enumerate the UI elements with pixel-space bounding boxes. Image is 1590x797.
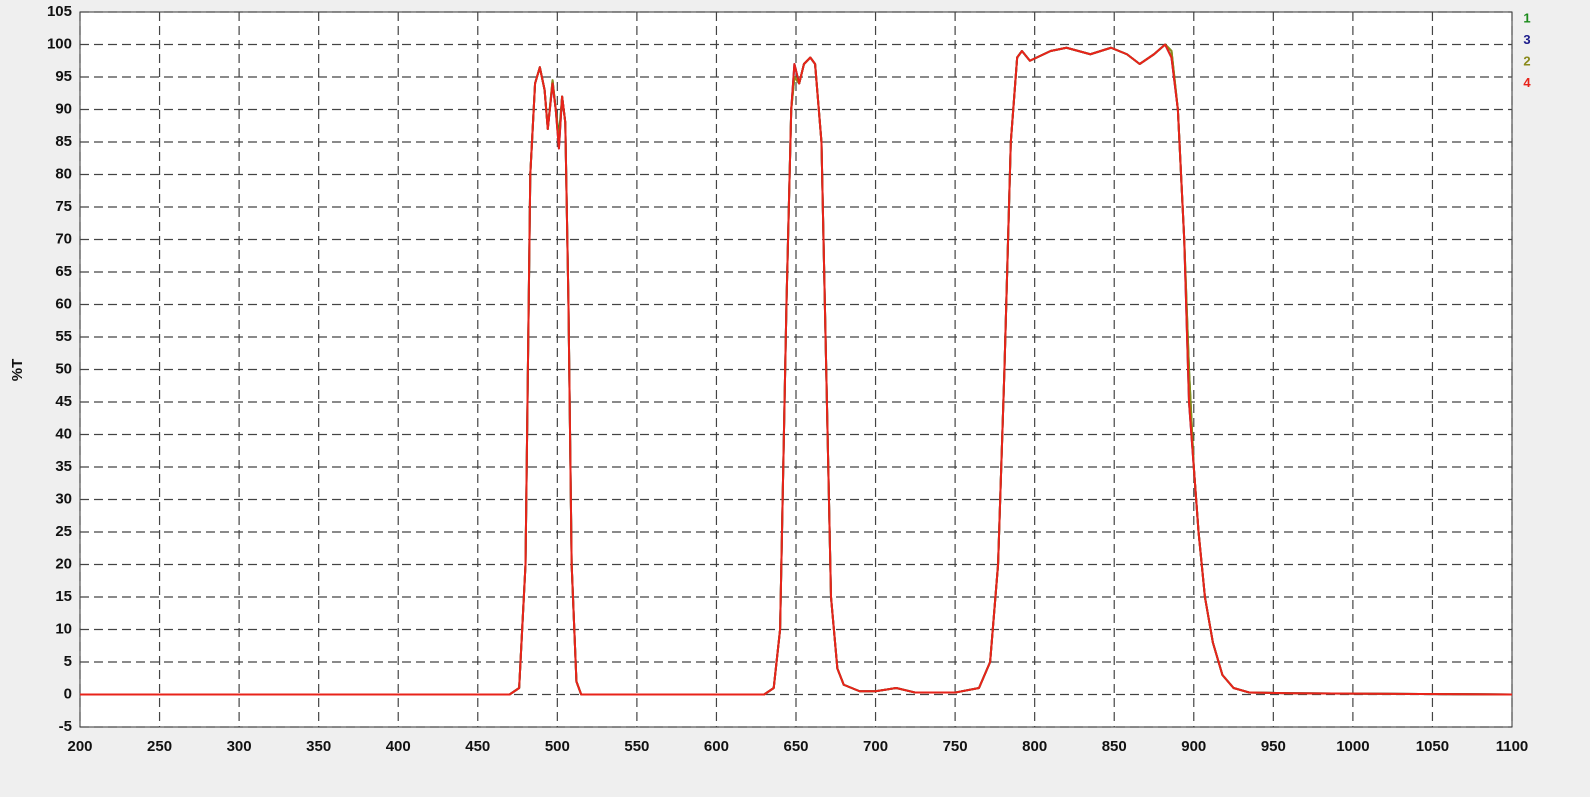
y-tick-label: 35 [55, 458, 72, 475]
x-tick-label: 200 [67, 738, 92, 755]
y-tick-label: 5 [64, 653, 72, 670]
y-tick-label: 100 [47, 35, 72, 52]
y-tick-label: 80 [55, 165, 72, 182]
y-tick-label: 95 [55, 68, 72, 85]
x-tick-label: 700 [863, 738, 888, 755]
x-tick-label: 800 [1022, 738, 1047, 755]
y-tick-label: 40 [55, 425, 72, 442]
y-tick-label: 90 [55, 100, 72, 117]
x-tick-label: 600 [704, 738, 729, 755]
x-tick-label: 1100 [1496, 738, 1529, 755]
x-tick-label: 950 [1261, 738, 1286, 755]
x-tick-label: 250 [147, 738, 172, 755]
y-tick-label: 70 [55, 230, 72, 247]
y-tick-label: 105 [47, 3, 72, 20]
y-tick-label: 75 [55, 198, 72, 215]
y-tick-label: 45 [55, 393, 72, 410]
x-tick-label: 550 [624, 738, 649, 755]
x-tick-label: 350 [306, 738, 331, 755]
legend-label: 3 [1523, 32, 1530, 47]
y-tick-label: 25 [55, 523, 72, 540]
y-tick-label: 10 [55, 620, 72, 637]
x-tick-label: 400 [386, 738, 411, 755]
x-tick-label: 1000 [1336, 738, 1369, 755]
y-tick-label: -5 [59, 718, 72, 735]
x-tick-label: 1050 [1416, 738, 1449, 755]
y-tick-label: 0 [64, 685, 72, 702]
x-tick-label: 650 [783, 738, 808, 755]
legend-label: 1 [1523, 10, 1530, 25]
x-tick-label: 300 [227, 738, 252, 755]
x-tick-label: 750 [943, 738, 968, 755]
legend-label: 4 [1523, 75, 1531, 90]
y-tick-label: 65 [55, 263, 72, 280]
x-tick-label: 450 [465, 738, 490, 755]
y-tick-label: 85 [55, 133, 72, 150]
x-tick-label: 850 [1102, 738, 1127, 755]
y-tick-label: 50 [55, 360, 72, 377]
legend-label: 2 [1523, 53, 1530, 68]
series-line [80, 43, 1513, 696]
x-tick-label: 900 [1181, 738, 1206, 755]
y-tick-label: 20 [55, 555, 72, 572]
y-tick-label: 30 [55, 490, 72, 507]
y-axis-label: %T [9, 359, 26, 382]
y-tick-label: 55 [55, 328, 72, 345]
y-tick-label: 60 [55, 295, 72, 312]
y-tick-label: 15 [55, 588, 72, 605]
x-tick-label: 500 [545, 738, 570, 755]
